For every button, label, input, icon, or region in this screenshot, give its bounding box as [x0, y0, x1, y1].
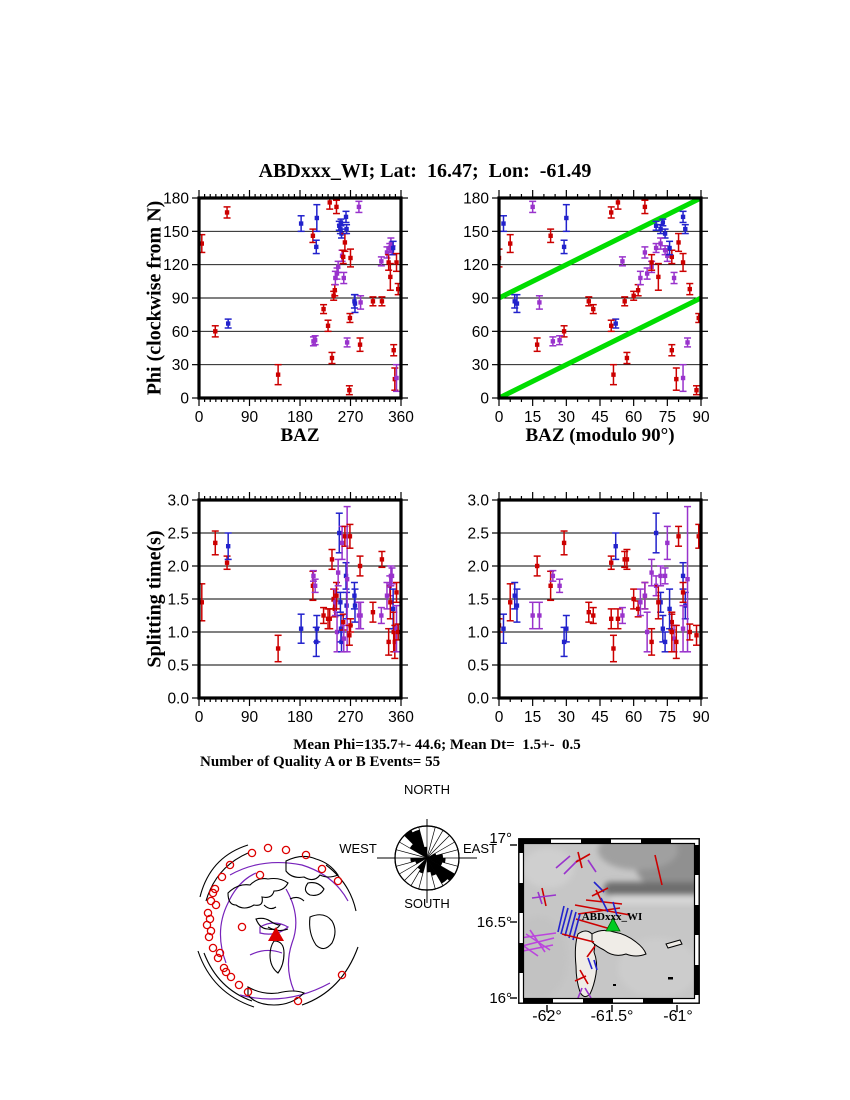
svg-text:1.5: 1.5	[167, 592, 189, 609]
svg-text:0.0: 0.0	[167, 691, 189, 708]
station-map	[510, 838, 700, 1012]
svg-text:90: 90	[692, 709, 710, 726]
svg-text:120: 120	[463, 257, 489, 274]
phi-vs-baz-plot: 0 90 180 270 360 0 30 60 90 120 150 180	[163, 190, 414, 426]
splitting-time-vs-baz-mod90-plot: 0 15 30 45 60 75 90 0.0 0.5 1.0 1.5 2.0 2.5 3.0	[467, 492, 710, 726]
svg-text:1.0: 1.0	[467, 625, 489, 642]
svg-text:60: 60	[625, 709, 643, 726]
phi-vs-baz-mod90-plot: 0 15 30 45 60 75 90 0 30 60 90 120 150 180	[463, 190, 710, 426]
svg-text:150: 150	[463, 224, 489, 241]
map-ytick-17: 17°	[489, 830, 512, 847]
svg-text:0.5: 0.5	[167, 658, 189, 675]
figure-title: ABDxxx_WI; Lat: 16.47; Lon: -61.49	[258, 160, 592, 182]
svg-text:1.5: 1.5	[467, 592, 489, 609]
map-ytick-16: 16°	[489, 990, 512, 1007]
svg-text:180: 180	[287, 409, 313, 426]
svg-text:0: 0	[195, 709, 204, 726]
event-count-text: Number of Quality A or B Events= 55	[200, 754, 441, 770]
svg-text:0: 0	[195, 409, 204, 426]
mean-stats-text: Mean Phi=135.7+- 44.6; Mean Dt= 1.5+- 0.…	[293, 737, 581, 753]
svg-text:270: 270	[338, 709, 364, 726]
map-xtick-62: -62°	[532, 1008, 562, 1025]
svg-text:0: 0	[480, 391, 489, 408]
svg-text:75: 75	[659, 709, 676, 726]
y-axis-label-splitting-time: Splitting time(s)	[143, 530, 166, 668]
svg-text:30: 30	[472, 357, 490, 374]
svg-text:15: 15	[524, 709, 541, 726]
svg-text:75: 75	[659, 409, 676, 426]
svg-text:45: 45	[591, 709, 608, 726]
svg-text:360: 360	[388, 409, 414, 426]
svg-text:90: 90	[241, 709, 259, 726]
svg-text:0: 0	[180, 391, 189, 408]
svg-text:270: 270	[338, 409, 364, 426]
svg-text:60: 60	[472, 324, 490, 341]
svg-text:2.0: 2.0	[167, 559, 189, 576]
svg-text:180: 180	[163, 191, 189, 208]
svg-text:90: 90	[241, 409, 259, 426]
svg-text:90: 90	[692, 409, 710, 426]
svg-text:3.0: 3.0	[167, 493, 189, 510]
rose-label-west: WEST	[339, 841, 377, 856]
svg-text:30: 30	[172, 357, 190, 374]
svg-text:3.0: 3.0	[467, 493, 489, 510]
svg-text:15: 15	[524, 409, 541, 426]
x-axis-label-baz-modulo: BAZ (modulo 90°)	[525, 425, 675, 446]
svg-text:30: 30	[558, 709, 576, 726]
svg-text:0: 0	[495, 409, 504, 426]
event-distribution-globe	[197, 843, 359, 1008]
svg-text:90: 90	[472, 291, 490, 308]
map-ytick-16-5: 16.5°	[476, 914, 512, 931]
map-xtick-61-5: -61.5°	[590, 1008, 634, 1025]
svg-text:180: 180	[463, 191, 489, 208]
svg-text:0.5: 0.5	[467, 658, 489, 675]
svg-text:2.5: 2.5	[467, 526, 489, 543]
svg-text:0.0: 0.0	[467, 691, 489, 708]
svg-text:30: 30	[558, 409, 576, 426]
phi-rose-diagram	[377, 819, 477, 903]
svg-text:45: 45	[591, 409, 608, 426]
svg-text:0: 0	[495, 709, 504, 726]
svg-text:2.0: 2.0	[467, 559, 489, 576]
svg-text:2.5: 2.5	[167, 526, 189, 543]
svg-text:120: 120	[163, 257, 189, 274]
rose-label-east: EAST	[463, 841, 497, 856]
rose-label-north: NORTH	[404, 782, 450, 797]
map-station-label: ABDxxx_WI	[581, 911, 643, 923]
splitting-time-vs-baz-plot: 0 90 180 270 360 0.0 0.5 1.0 1.5 2.0 2.5 3.0	[167, 492, 414, 726]
rose-label-south: SOUTH	[404, 896, 450, 911]
svg-text:150: 150	[163, 224, 189, 241]
svg-text:180: 180	[287, 709, 313, 726]
svg-text:90: 90	[172, 291, 190, 308]
svg-text:1.0: 1.0	[167, 625, 189, 642]
svg-text:60: 60	[625, 409, 643, 426]
map-xtick-61: -61°	[663, 1008, 693, 1025]
svg-text:60: 60	[172, 324, 190, 341]
x-axis-label-baz: BAZ	[280, 425, 320, 446]
svg-text:360: 360	[388, 709, 414, 726]
